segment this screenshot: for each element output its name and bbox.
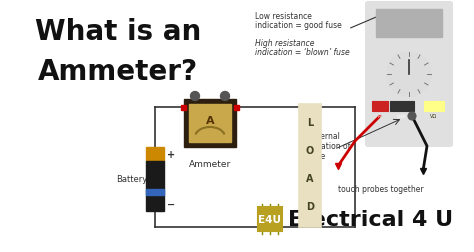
FancyBboxPatch shape [366,3,452,146]
Text: touch probes together: touch probes together [337,184,423,193]
Text: indication = good fuse: indication = good fuse [255,21,342,30]
Text: COM: COM [397,115,407,118]
Circle shape [220,92,229,101]
Bar [235,105,239,110]
Text: Battery: Battery [116,175,147,184]
Text: A: A [306,173,314,183]
Text: E4U: E4U [258,214,282,224]
Text: A: A [378,114,382,119]
Text: Electrical 4 U: Electrical 4 U [288,209,453,229]
Text: High resistance: High resistance [255,39,315,48]
Text: fuse: fuse [310,151,326,160]
Text: indication = ‘blown’ fuse: indication = ‘blown’ fuse [255,48,350,57]
Text: Low resistance: Low resistance [255,12,312,21]
Bar [258,207,282,231]
Text: +: + [167,149,175,159]
Bar [299,105,321,227]
Text: location of: location of [310,141,350,150]
Bar [146,147,164,161]
Bar [376,10,442,38]
Text: Internal: Internal [310,132,340,140]
Bar [146,189,164,195]
Text: What is an: What is an [35,18,201,46]
Circle shape [387,53,431,97]
Bar [390,102,414,112]
Text: Ammeter?: Ammeter? [38,58,198,86]
Bar [181,105,185,110]
Text: A: A [206,115,214,125]
Bar [372,102,388,112]
Bar [189,105,231,142]
Text: Ammeter: Ammeter [189,159,231,168]
Text: L: L [307,117,313,128]
Circle shape [191,92,200,101]
Bar [146,161,164,211]
Bar [424,102,444,112]
Circle shape [408,113,416,120]
Bar [184,100,236,147]
Text: −: − [167,199,175,209]
Text: O: O [306,145,314,155]
Text: VΩ: VΩ [430,114,438,119]
Text: D: D [306,201,314,211]
